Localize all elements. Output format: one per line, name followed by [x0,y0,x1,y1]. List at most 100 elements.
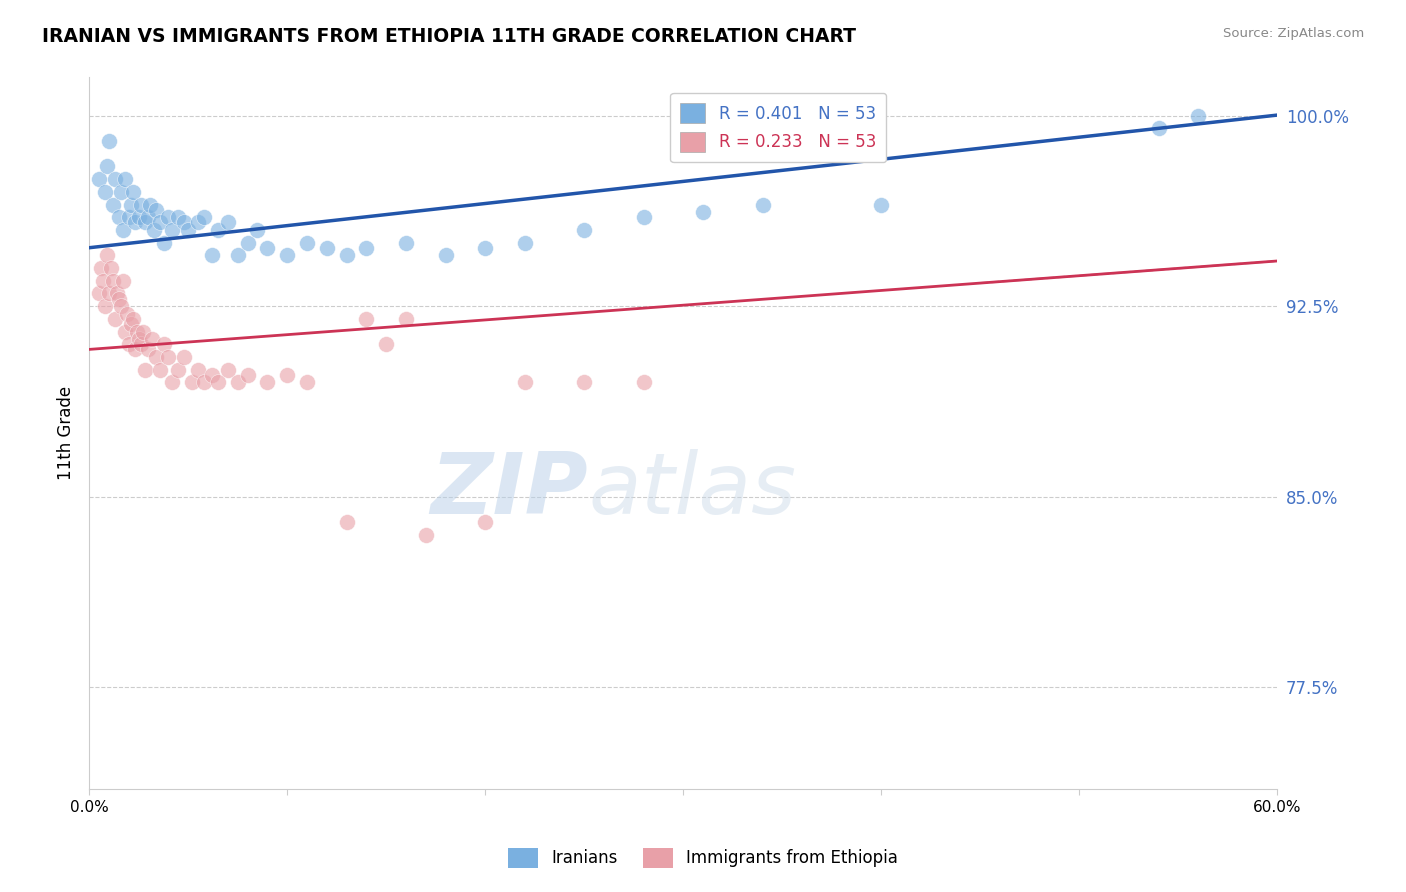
Point [91,274,114,288]
Point [187,215,209,229]
Point [149,363,172,377]
Point [124,215,146,229]
Point [111,223,134,237]
Point [118,211,141,225]
Point [246,223,269,237]
Point [201,368,224,382]
Point [114,172,136,186]
Point [128,211,150,225]
Point [226,248,249,262]
Point [138,211,160,225]
Point [139,197,162,211]
Point [434,248,457,262]
Point [276,368,298,382]
Point [145,350,167,364]
Point [120,317,142,331]
Point [141,332,163,346]
Point [153,337,176,351]
Point [121,312,143,326]
Point [236,235,259,250]
Point [256,241,278,255]
Point [395,312,418,326]
Point [118,337,141,351]
Point [162,223,184,237]
Point [110,185,132,199]
Point [181,376,204,390]
Point [295,235,318,250]
Point [193,376,215,390]
Point [138,343,160,357]
Point [111,274,134,288]
Point [356,241,378,255]
Point [114,325,136,339]
Point [173,350,195,364]
Point [295,376,318,390]
Point [107,292,129,306]
Point [101,197,124,211]
Text: atlas: atlas [588,449,796,532]
Point [415,528,437,542]
Text: Source: ZipAtlas.com: Source: ZipAtlas.com [1223,27,1364,40]
Point [633,376,655,390]
Point [129,197,152,211]
Y-axis label: 11th Grade: 11th Grade [58,386,75,481]
Point [94,299,117,313]
Point [96,248,118,262]
Point [97,134,120,148]
Point [187,363,209,377]
Point [87,286,110,301]
Point [115,307,138,321]
Point [90,261,112,276]
Point [145,202,167,217]
Point [513,376,536,390]
Point [121,185,143,199]
Point [97,286,120,301]
Legend: R = 0.401   N = 53, R = 0.233   N = 53: R = 0.401 N = 53, R = 0.233 N = 53 [671,93,886,161]
Point [120,197,142,211]
Point [207,223,229,237]
Point [335,248,357,262]
Point [236,368,259,382]
Point [1187,109,1209,123]
Point [143,223,166,237]
Point [105,286,128,301]
Text: ZIP: ZIP [430,449,588,532]
Point [692,205,714,219]
Point [207,376,229,390]
Point [125,325,148,339]
Point [256,376,278,390]
Point [276,248,298,262]
Point [574,223,596,237]
Point [167,211,190,225]
Point [474,515,496,529]
Point [149,215,172,229]
Point [574,376,596,390]
Point [101,274,124,288]
Point [513,235,536,250]
Point [157,350,180,364]
Point [226,376,249,390]
Legend: Iranians, Immigrants from Ethiopia: Iranians, Immigrants from Ethiopia [502,841,904,875]
Point [751,197,773,211]
Point [110,299,132,313]
Point [177,223,200,237]
Point [217,215,239,229]
Point [131,325,153,339]
Point [217,363,239,377]
Point [1147,121,1170,136]
Point [162,376,184,390]
Point [474,241,496,255]
Point [128,332,150,346]
Point [104,312,127,326]
Point [201,248,224,262]
Point [167,363,190,377]
Point [153,235,176,250]
Point [157,211,180,225]
Text: IRANIAN VS IMMIGRANTS FROM ETHIOPIA 11TH GRADE CORRELATION CHART: IRANIAN VS IMMIGRANTS FROM ETHIOPIA 11TH… [42,27,856,45]
Point [375,337,398,351]
Point [124,343,146,357]
Point [395,235,418,250]
Point [633,211,655,225]
Point [193,211,215,225]
Point [356,312,378,326]
